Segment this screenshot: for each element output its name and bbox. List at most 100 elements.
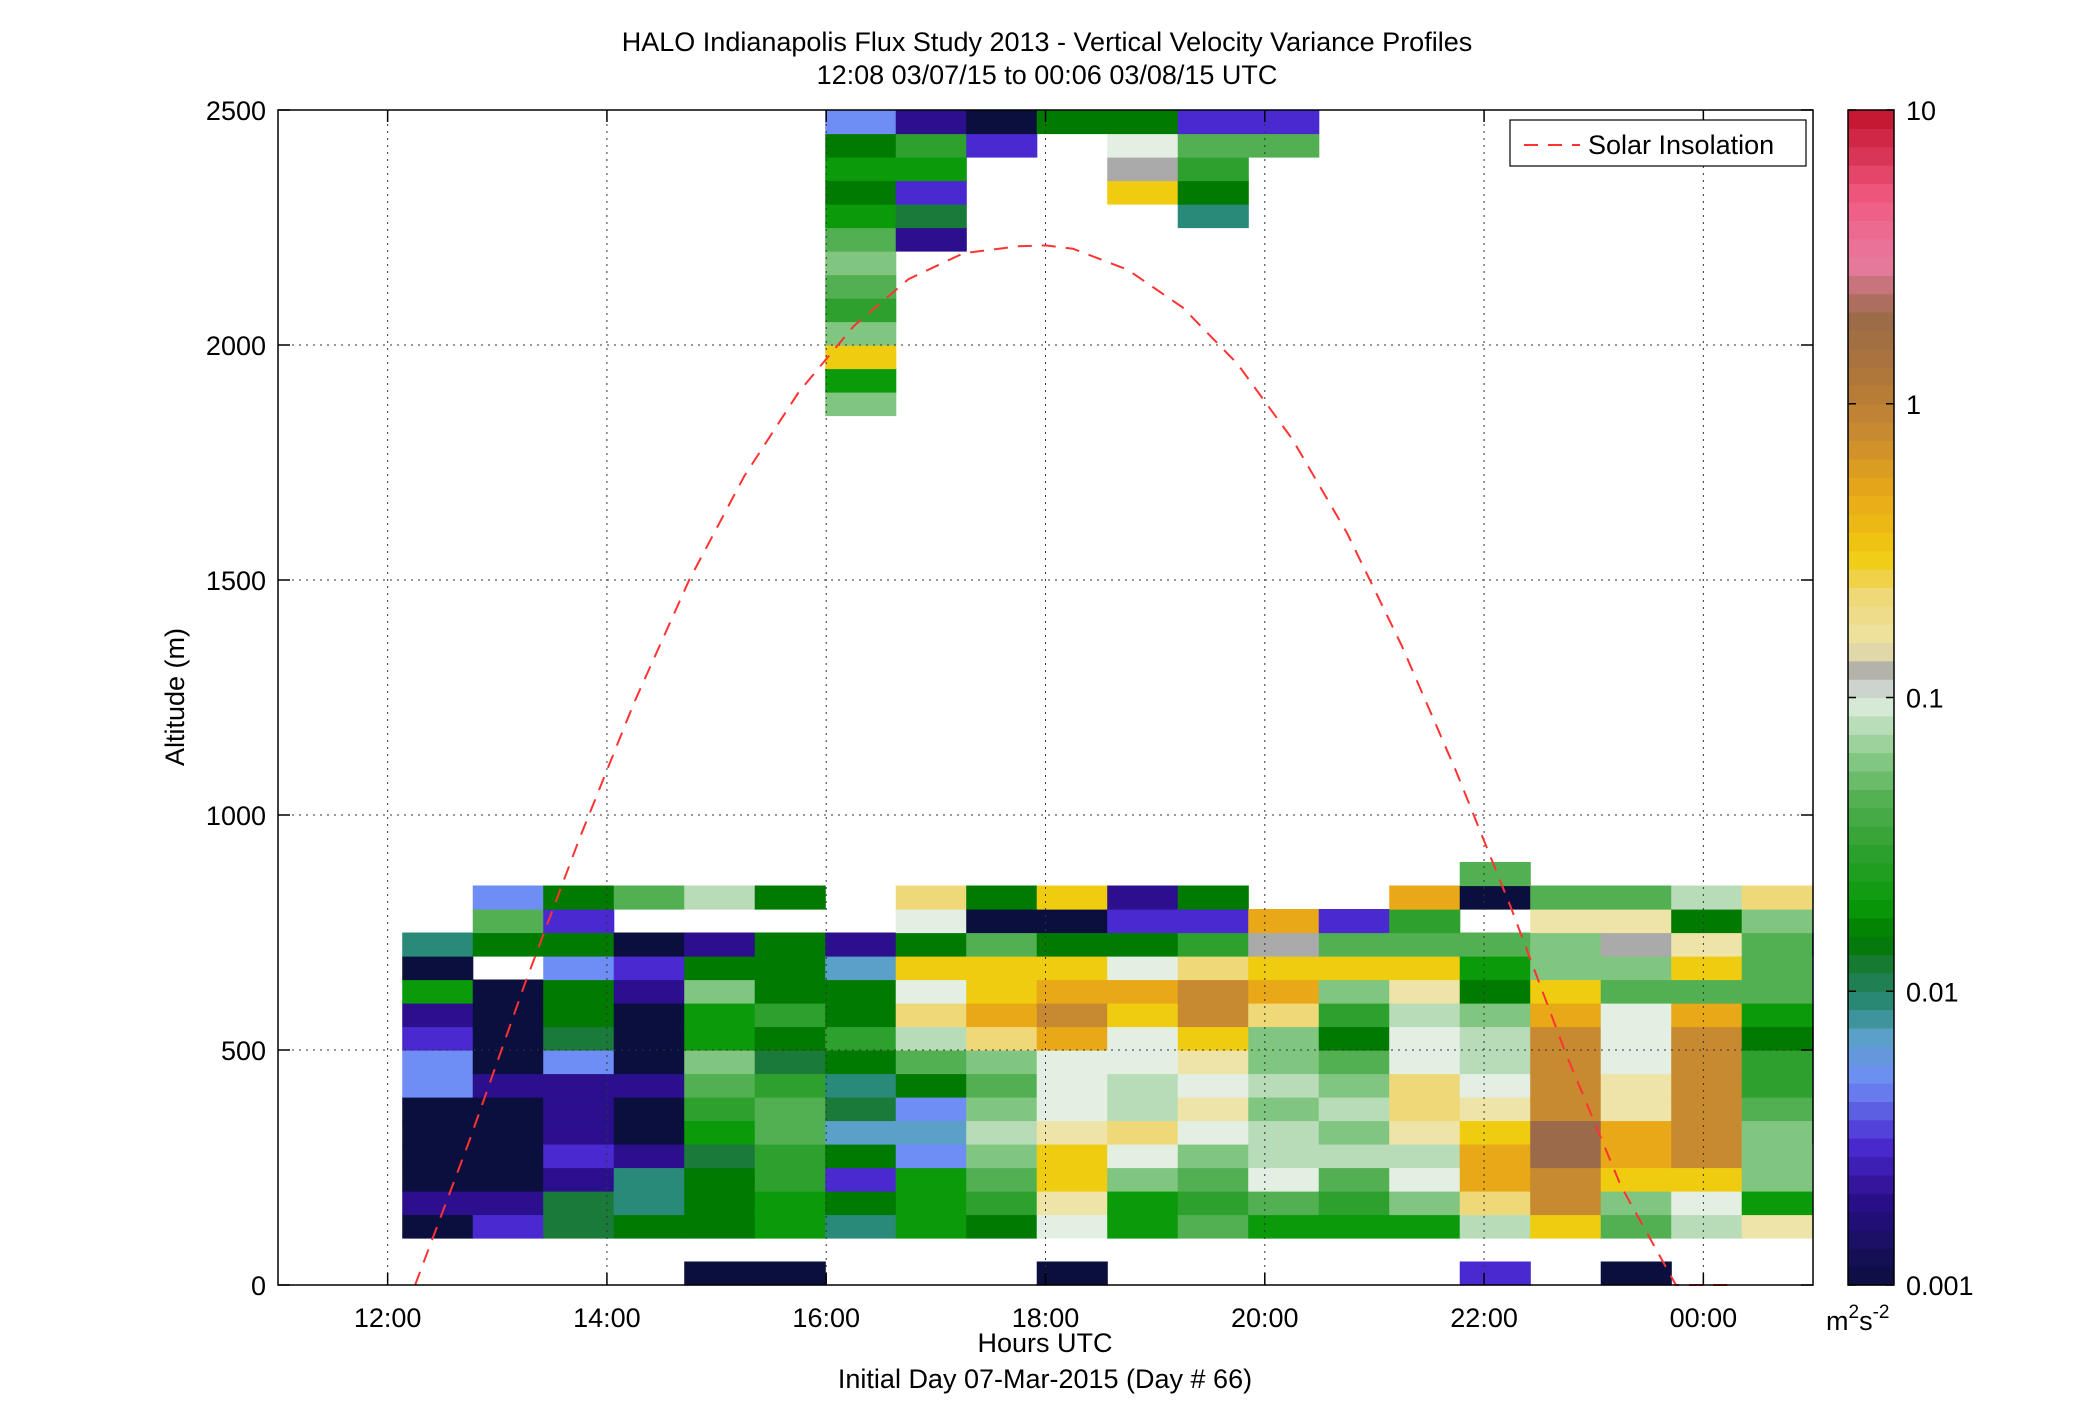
heatmap-cell bbox=[966, 1050, 1038, 1075]
heatmap-cell bbox=[613, 1120, 685, 1145]
colorbar-unit-exp1: 2 bbox=[1849, 1302, 1860, 1323]
chart-title: HALO Indianapolis Flux Study 2013 - Vert… bbox=[622, 27, 1472, 57]
colorbar-gradient bbox=[1848, 110, 1894, 1286]
heatmap-cell bbox=[1318, 1144, 1390, 1169]
heatmap-cell bbox=[1107, 1003, 1179, 1028]
heatmap-cell bbox=[966, 956, 1038, 981]
heatmap-cell bbox=[1036, 1144, 1108, 1169]
colorbar-segment bbox=[1848, 550, 1894, 570]
heatmap-cell bbox=[966, 1073, 1038, 1098]
heatmap-cells bbox=[402, 110, 1814, 1286]
heatmap-cell bbox=[754, 1120, 826, 1145]
heatmap-cell bbox=[402, 1026, 474, 1051]
heatmap-cell bbox=[1107, 110, 1179, 135]
heatmap-cell bbox=[543, 1050, 615, 1075]
colorbar-segment bbox=[1848, 844, 1894, 864]
heatmap-cell bbox=[1248, 1003, 1320, 1028]
heatmap-cell bbox=[1248, 1026, 1320, 1051]
heatmap-cell bbox=[1107, 956, 1179, 981]
heatmap-cell bbox=[1530, 979, 1602, 1004]
heatmap-cell bbox=[1389, 1167, 1461, 1192]
heatmap-cell bbox=[825, 392, 897, 417]
legend-box bbox=[1509, 119, 1807, 167]
heatmap-cell bbox=[472, 1097, 544, 1122]
heatmap-cell bbox=[895, 932, 967, 957]
colorbar-unit-exp2: -2 bbox=[1873, 1302, 1890, 1323]
colorbar-segment bbox=[1848, 293, 1894, 313]
heatmap-cell bbox=[966, 885, 1038, 910]
y-tick-label: 2500 bbox=[206, 96, 266, 126]
heatmap-cell bbox=[1459, 979, 1531, 1004]
heatmap-cell bbox=[1248, 1167, 1320, 1192]
colorbar-segment bbox=[1848, 440, 1894, 460]
heatmap-cell bbox=[543, 1003, 615, 1028]
heatmap-cell bbox=[543, 956, 615, 981]
heatmap-cell bbox=[895, 1050, 967, 1075]
heatmap-cell bbox=[684, 1261, 756, 1286]
heatmap-cell bbox=[1318, 979, 1390, 1004]
heatmap-cell bbox=[825, 1003, 897, 1028]
solar-insolation-line bbox=[414, 244, 1731, 1286]
heatmap-cell bbox=[1177, 1167, 1249, 1192]
colorbar-segment bbox=[1848, 385, 1894, 405]
heatmap-cell bbox=[1530, 885, 1602, 910]
heatmap-cell bbox=[825, 1073, 897, 1098]
heatmap-cell bbox=[472, 1073, 544, 1098]
heatmap-cell bbox=[1107, 133, 1179, 158]
heatmap-cell bbox=[1671, 1167, 1743, 1192]
colorbar-segment bbox=[1848, 220, 1894, 240]
heatmap-cell bbox=[613, 1144, 685, 1169]
heatmap-cell bbox=[1600, 885, 1672, 910]
heatmap-cell bbox=[1318, 1073, 1390, 1098]
heatmap-cell bbox=[1389, 1097, 1461, 1122]
heatmap-cell bbox=[1318, 1003, 1390, 1028]
legend: Solar Insolation bbox=[1509, 119, 1807, 167]
heatmap-cell bbox=[1600, 1026, 1672, 1051]
colorbar-segment bbox=[1848, 532, 1894, 552]
heatmap-cell bbox=[1318, 1026, 1390, 1051]
heatmap-cell bbox=[1600, 956, 1672, 981]
heatmap-cell bbox=[966, 133, 1038, 158]
heatmap-cell bbox=[895, 1144, 967, 1169]
heatmap-cell bbox=[1459, 1261, 1531, 1286]
heatmap-cell bbox=[754, 956, 826, 981]
colorbar-segment bbox=[1848, 238, 1894, 258]
heatmap-cell bbox=[966, 932, 1038, 957]
heatmap-cell bbox=[825, 979, 897, 1004]
heatmap-cell bbox=[1107, 1026, 1179, 1051]
heatmap-cell bbox=[1671, 1050, 1743, 1075]
colorbar: 0.001 0.01 0.1 1 10 m2s-2 bbox=[1826, 96, 1974, 1336]
heatmap-cell bbox=[754, 1214, 826, 1239]
colorbar-segment bbox=[1848, 128, 1894, 148]
heatmap-cell bbox=[825, 251, 897, 276]
heatmap-cell bbox=[613, 956, 685, 981]
heatmap-cell bbox=[825, 298, 897, 323]
heatmap-cell bbox=[895, 1167, 967, 1192]
heatmap-cell bbox=[613, 979, 685, 1004]
heatmap-cell bbox=[966, 1191, 1038, 1216]
heatmap-cell bbox=[543, 979, 615, 1004]
heatmap-cell bbox=[1177, 956, 1249, 981]
colorbar-segment bbox=[1848, 477, 1894, 497]
heatmap-cell bbox=[472, 1003, 544, 1028]
heatmap-cell bbox=[1318, 956, 1390, 981]
heatmap-cell bbox=[1600, 1097, 1672, 1122]
heatmap-cell bbox=[543, 1097, 615, 1122]
heatmap-cell bbox=[895, 885, 967, 910]
colorbar-segment bbox=[1848, 330, 1894, 350]
heatmap-cell bbox=[966, 1144, 1038, 1169]
heatmap-cell bbox=[402, 1003, 474, 1028]
colorbar-segment bbox=[1848, 734, 1894, 754]
heatmap-cell bbox=[1530, 1026, 1602, 1051]
heatmap-cell bbox=[1107, 885, 1179, 910]
heatmap-cell bbox=[1459, 1097, 1531, 1122]
heatmap-cell bbox=[1036, 110, 1108, 135]
heatmap-cell bbox=[1177, 1050, 1249, 1075]
chart-subtitle: 12:08 03/07/15 to 00:06 03/08/15 UTC bbox=[817, 60, 1278, 90]
heatmap-cell bbox=[1741, 1167, 1813, 1192]
heatmap-cell bbox=[1036, 1097, 1108, 1122]
colorbar-segment bbox=[1848, 1046, 1894, 1066]
heatmap-cell bbox=[472, 1144, 544, 1169]
heatmap-cell bbox=[1389, 1050, 1461, 1075]
colorbar-segment bbox=[1848, 1083, 1894, 1103]
